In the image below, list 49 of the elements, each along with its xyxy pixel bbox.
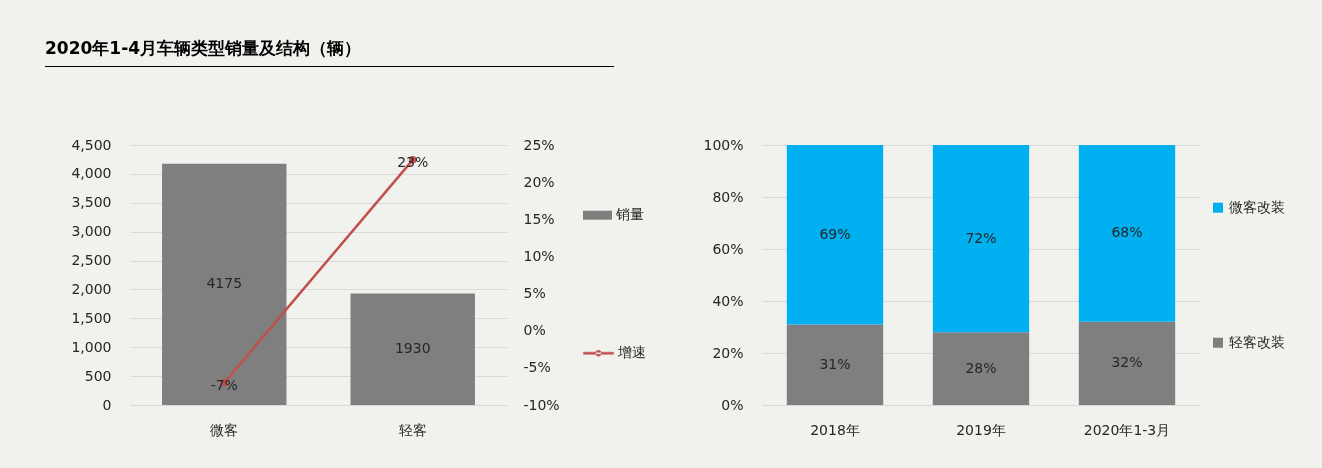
y-tick-label: 0 bbox=[102, 396, 112, 413]
legend-label: 增速 bbox=[617, 344, 646, 361]
y-tick-label: 500 bbox=[84, 367, 112, 384]
x-tick-label: 微客 bbox=[210, 421, 239, 438]
legend-label: 微客改装 bbox=[1229, 198, 1285, 215]
bar bbox=[786, 145, 884, 325]
y2-tick-label: 20% bbox=[523, 173, 555, 190]
x-tick-label: 2018年 bbox=[810, 421, 860, 438]
data-label: 28% bbox=[965, 359, 997, 376]
y2-tick-label: 15% bbox=[523, 210, 555, 227]
y2-tick-label: -10% bbox=[523, 396, 560, 413]
y-tick-label: 40% bbox=[712, 292, 744, 309]
data-label: 31% bbox=[819, 355, 851, 372]
data-label: 72% bbox=[965, 229, 997, 246]
data-label: -7% bbox=[210, 376, 238, 393]
y-tick-label: 4,500 bbox=[71, 136, 112, 153]
y-tick-label: 2,500 bbox=[71, 252, 112, 269]
y-tick-label: 3,500 bbox=[71, 194, 112, 211]
x-tick-label: 2019年 bbox=[956, 421, 1006, 438]
data-label: 1930 bbox=[394, 340, 431, 357]
bar bbox=[1078, 321, 1176, 405]
y2-tick-label: -5% bbox=[523, 359, 551, 376]
y-tick-label: 4,000 bbox=[71, 165, 112, 182]
bar bbox=[1078, 145, 1176, 322]
y-tick-label: 1,000 bbox=[71, 338, 112, 355]
y-tick-label: 1,500 bbox=[71, 309, 112, 326]
y-tick-label: 20% bbox=[712, 344, 744, 361]
y2-tick-label: 10% bbox=[523, 247, 555, 264]
x-tick-label: 2020年1-3月 bbox=[1083, 421, 1171, 438]
data-label: 68% bbox=[1111, 224, 1143, 241]
bar bbox=[932, 145, 1030, 333]
y-tick-label: 100% bbox=[703, 136, 744, 153]
y-tick-label: 60% bbox=[712, 240, 744, 257]
y-tick-label: 80% bbox=[712, 188, 744, 205]
data-label: 32% bbox=[1111, 354, 1143, 371]
x-tick-label: 轻客 bbox=[398, 421, 427, 438]
data-label: 69% bbox=[819, 225, 851, 242]
y-tick-label: 3,000 bbox=[71, 223, 112, 240]
data-label: 4175 bbox=[206, 275, 243, 292]
y2-tick-label: 25% bbox=[523, 136, 555, 153]
y2-tick-label: 5% bbox=[523, 285, 546, 302]
bar bbox=[932, 332, 1030, 405]
y-tick-label: 0% bbox=[721, 396, 744, 413]
y2-tick-label: 0% bbox=[523, 322, 546, 339]
legend-label: 销量 bbox=[615, 206, 644, 223]
chart-title: 2020年1-4月车辆类型销量及结构（辆） bbox=[45, 38, 362, 58]
legend-label: 轻客改装 bbox=[1229, 333, 1285, 350]
y-tick-label: 2,000 bbox=[71, 280, 112, 297]
bar bbox=[786, 324, 884, 405]
